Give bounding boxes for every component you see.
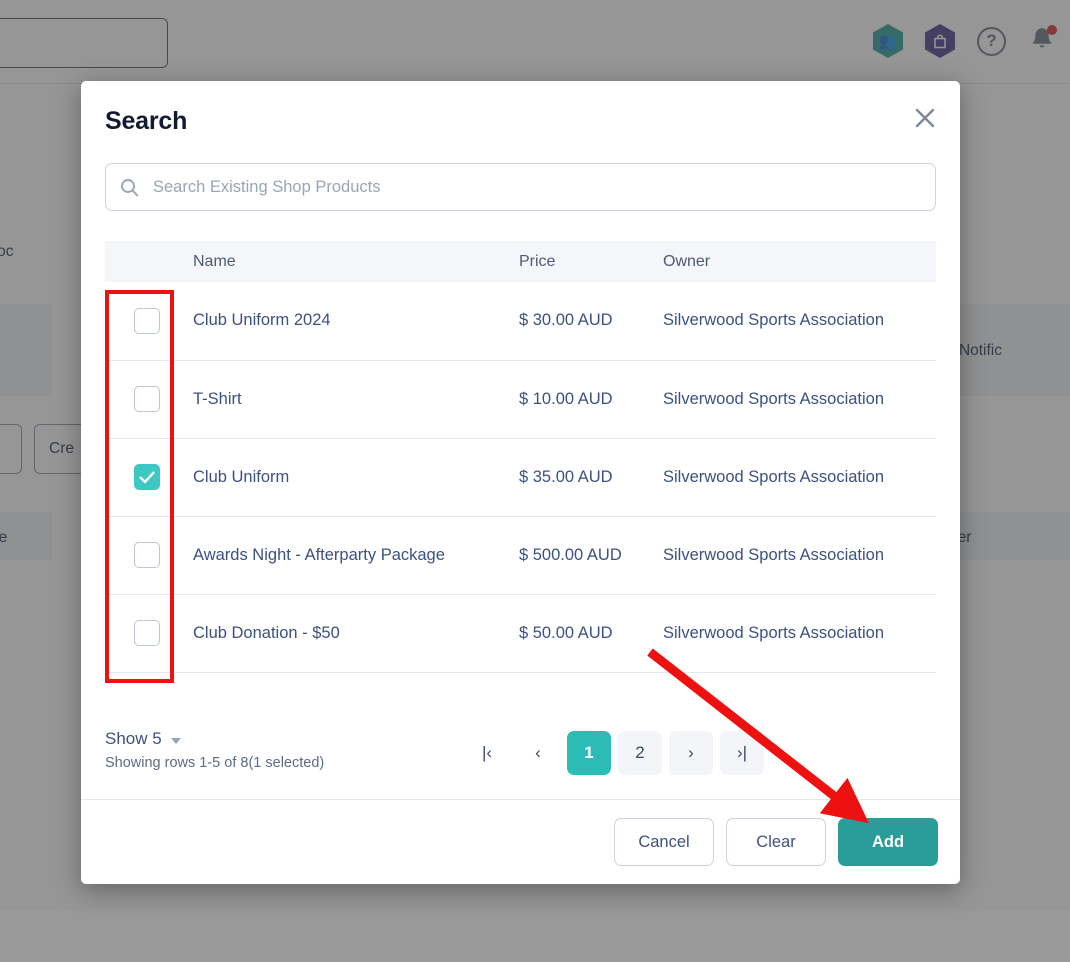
table-row[interactable]: Club Uniform 2024 $ 30.00 AUD Silverwood S… [105, 282, 936, 361]
row-name: Club Uniform [193, 438, 519, 517]
row-checkbox[interactable] [134, 620, 160, 646]
row-name: Club Donation - $50 [193, 594, 519, 673]
clear-button[interactable]: Clear [726, 818, 826, 866]
row-owner: Silverwood Sports Association [663, 282, 936, 361]
products-table: Name Price Owner Club Uniform 2024 $ 30.0… [105, 241, 936, 673]
table-row[interactable]: Club Donation - $50 $ 50.00 AUD Silverwood… [105, 594, 936, 673]
row-price: $ 35.00 AUD [519, 438, 663, 517]
rows-per-page-select[interactable]: Show 5 [105, 729, 465, 749]
row-name: Awards Night - Afterparty Package [193, 516, 519, 595]
table-header-row: Name Price Owner [105, 241, 936, 282]
row-checkbox[interactable] [134, 307, 160, 334]
row-name: T-Shirt [193, 360, 519, 439]
column-header-select [105, 241, 193, 282]
column-header-name[interactable]: Name [193, 241, 519, 282]
table-row[interactable]: T-Shirt $ 10.00 AUD Silverwood Sports Asso… [105, 360, 936, 439]
row-select-cell [105, 438, 193, 517]
page-button-2[interactable]: 2 [618, 731, 662, 775]
first-page-button[interactable]: |‹ [465, 731, 509, 775]
page-button-1[interactable]: 1 [567, 731, 611, 775]
row-owner: Silverwood Sports Association [663, 594, 936, 673]
chevron-down-icon [170, 737, 181, 744]
search-modal: Search Name Price Owner [81, 81, 960, 884]
column-header-price[interactable]: Price [519, 241, 663, 282]
prev-page-button[interactable]: ‹ [516, 731, 560, 775]
row-owner: Silverwood Sports Association [663, 360, 936, 439]
row-select-cell [105, 516, 193, 595]
next-page-button[interactable]: › [669, 731, 713, 775]
modal-footer: Cancel Clear Add [81, 799, 960, 884]
close-x-glyph [915, 108, 935, 128]
modal-title: Search [105, 107, 188, 135]
column-header-owner[interactable]: Owner [663, 241, 936, 282]
row-price: $ 500.00 AUD [519, 516, 663, 595]
row-select-cell [105, 282, 193, 361]
row-select-cell [105, 594, 193, 673]
row-checkbox[interactable] [134, 464, 160, 490]
last-page-button[interactable]: ›| [720, 731, 764, 775]
scrim-lower-band [0, 910, 1070, 962]
check-icon [139, 471, 155, 483]
showing-rows-text: Showing rows 1-5 of 8(1 selected) [105, 755, 325, 771]
table-header: Name Price Owner [105, 241, 936, 282]
pagination-bar: Show 5 Showing rows 1-5 of 8(1 selected)… [81, 703, 960, 799]
rows-per-page-label: Show 5 [105, 729, 162, 748]
row-name: Club Uniform 2024 [193, 282, 519, 361]
table-row[interactable]: Awards Night - Afterparty Package $ 500.0… [105, 516, 936, 595]
rows-per-page-group: Show 5 Showing rows 1-5 of 8(1 selected) [105, 729, 465, 771]
row-owner: Silverwood Sports Association [663, 516, 936, 595]
row-price: $ 30.00 AUD [519, 282, 663, 361]
row-price: $ 50.00 AUD [519, 594, 663, 673]
modal-body: Name Price Owner Club Uniform 2024$ 30.0… [81, 163, 960, 703]
page-buttons: |‹ ‹ 1 2 › ›| [465, 731, 764, 775]
add-button[interactable]: Add [838, 818, 938, 866]
search-icon [120, 178, 139, 197]
row-checkbox[interactable] [134, 542, 160, 568]
table-row[interactable]: Club Uniform $ 35.00 AUD Silverwood Sports… [105, 438, 936, 517]
row-select-cell [105, 360, 193, 439]
magnifier-glyph [121, 178, 139, 196]
search-field[interactable] [105, 163, 936, 211]
row-price: $ 10.00 AUD [519, 360, 663, 439]
search-input[interactable] [153, 177, 935, 197]
row-checkbox[interactable] [134, 386, 160, 412]
table-body: Club Uniform 2024 $ 30.00 AUD Silverwood S… [105, 282, 936, 673]
modal-header: Search [81, 81, 960, 163]
cancel-button[interactable]: Cancel [614, 818, 714, 866]
row-owner: Silverwood Sports Association [663, 438, 936, 517]
close-icon[interactable] [908, 101, 942, 135]
